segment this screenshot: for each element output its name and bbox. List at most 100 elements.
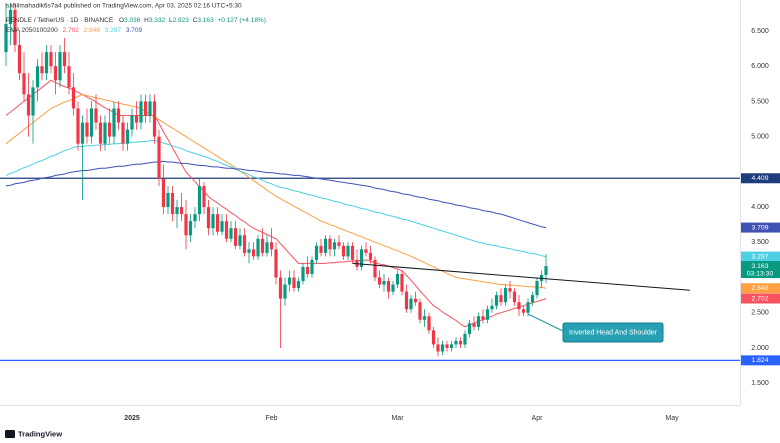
candle-body xyxy=(436,344,440,352)
candle-body xyxy=(463,333,467,345)
candle-body xyxy=(395,273,400,285)
candle-body xyxy=(116,108,121,123)
candle-body xyxy=(26,94,31,116)
candle-body xyxy=(35,66,40,88)
candle-body xyxy=(143,101,148,116)
candle-body xyxy=(130,115,134,130)
ohlc-value: 2.923 xyxy=(173,17,190,24)
ema-length: 50 xyxy=(29,27,37,34)
candle-body xyxy=(296,281,301,289)
plot-area xyxy=(0,2,740,361)
price-tag-label: 2.848 xyxy=(751,285,768,292)
candle-body xyxy=(494,295,499,306)
candle-body xyxy=(98,122,103,144)
y-tick-label: 5.000 xyxy=(751,133,769,140)
candle-body xyxy=(458,340,463,345)
candle-body xyxy=(400,273,404,292)
ohlc-label: L xyxy=(169,17,173,24)
price-tag xyxy=(741,251,780,262)
candle-body xyxy=(220,221,224,232)
candle-body xyxy=(319,245,323,253)
candle-body xyxy=(418,302,422,320)
candle-body xyxy=(310,259,314,274)
ema-length: 20 xyxy=(22,27,30,34)
brand: TradingView xyxy=(5,429,62,438)
candle-body xyxy=(472,323,476,327)
legend-ohlc: PENDLE / TetherUS · 1D · BINANCE O3.036 … xyxy=(6,17,266,24)
candle-body xyxy=(125,129,130,144)
candle-body xyxy=(76,108,80,144)
candle-body xyxy=(314,245,319,260)
candle-body xyxy=(17,45,22,74)
candle-body xyxy=(193,214,197,222)
candle-body xyxy=(269,242,274,250)
candle-body xyxy=(67,66,71,88)
price-tag-label: 2.702 xyxy=(751,295,768,302)
ema-length: 200 xyxy=(47,27,58,34)
annotation: Inverted Head And Shoulder xyxy=(527,313,664,343)
annotation-box xyxy=(562,322,664,343)
candle-body xyxy=(346,245,350,257)
price-tag xyxy=(741,283,780,294)
candle-body xyxy=(112,108,116,137)
candle-body xyxy=(382,281,386,285)
candle-body xyxy=(332,242,337,250)
candle-body xyxy=(148,101,152,116)
candle-body xyxy=(278,277,283,299)
price-tag-label: 1.824 xyxy=(751,357,768,364)
candle-body xyxy=(238,235,242,246)
candle-body xyxy=(373,259,377,278)
candle-body xyxy=(247,249,251,253)
price-tag xyxy=(741,293,780,304)
candle-body xyxy=(287,277,292,285)
candle-body xyxy=(184,214,188,236)
candle-body xyxy=(521,309,526,313)
y-tick-label: 2.000 xyxy=(751,345,769,352)
candle-body xyxy=(503,288,508,303)
ohlc-label: C xyxy=(193,17,198,24)
ema-line xyxy=(5,139,547,258)
annotation-text: Inverted Head And Shoulder xyxy=(569,329,658,336)
x-tick-label: Mar xyxy=(391,415,404,422)
y-tick-label: 6.000 xyxy=(751,63,769,70)
candle-body xyxy=(215,214,220,232)
symbol: PENDLE / TetherUS · 1D · BINANCE xyxy=(6,17,114,24)
y-tick-label: 1.500 xyxy=(751,380,769,387)
candle-body xyxy=(211,214,215,229)
candle-body xyxy=(323,238,328,253)
price-tag xyxy=(741,355,780,366)
ema-length: 100 xyxy=(36,27,47,34)
candle-body xyxy=(422,316,427,320)
legend-ema: EMA 2050100200 2.702 2.848 3.297 3.709 xyxy=(6,27,142,34)
ohlc-label: O xyxy=(119,17,124,24)
candle-body xyxy=(292,277,296,289)
brand-logo xyxy=(5,430,15,438)
indicator-label: EMA xyxy=(6,27,21,34)
price-tag-label: 3.163 xyxy=(751,263,768,270)
candle-body xyxy=(166,192,170,208)
candle-body xyxy=(368,252,373,260)
candle-body xyxy=(445,344,449,348)
candle-body xyxy=(481,316,485,320)
candle-body xyxy=(341,245,346,257)
candle-body xyxy=(188,221,193,236)
candle-body xyxy=(485,309,490,320)
brand-text: TradingView xyxy=(18,429,62,438)
y-tick-label: 5.500 xyxy=(751,98,769,105)
price-tag xyxy=(741,222,780,233)
candle-body xyxy=(242,235,247,253)
candle-body xyxy=(139,101,143,123)
candle-body xyxy=(206,207,211,229)
candle-body xyxy=(283,284,287,299)
candle-body xyxy=(49,52,53,67)
candle-body xyxy=(13,9,17,46)
ohlc-label: H xyxy=(144,17,149,24)
y-tick-label: 4.000 xyxy=(751,204,769,211)
ema-value: 2.848 xyxy=(84,27,101,34)
candle-body xyxy=(508,288,512,292)
price-tag xyxy=(741,261,780,279)
ohlc-value: 3.036 xyxy=(124,17,141,24)
candle-body xyxy=(526,302,530,313)
candle-body xyxy=(427,316,431,331)
